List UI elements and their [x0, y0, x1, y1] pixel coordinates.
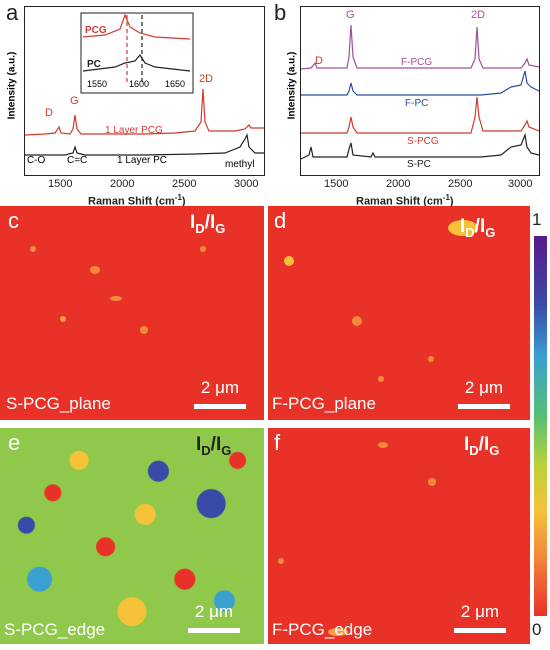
- b-peak-g: G: [346, 9, 355, 21]
- s-pcg-spectrum: [301, 96, 539, 134]
- s-pc-label: S-PC: [407, 159, 431, 170]
- map-d-name: F-PCG_plane: [272, 394, 376, 413]
- map-e-scale-bar: [188, 628, 240, 633]
- b-xlabel: Raman Shift (cm-1): [356, 193, 454, 208]
- f-pc-label: F-PC: [405, 98, 429, 109]
- panel-a-ylabel: Intensity (a.u.): [6, 51, 18, 120]
- a-xtick-4: 3000: [234, 178, 259, 190]
- map-f-scale-label: 2 μm: [460, 602, 500, 621]
- map-d-scale-label: 2 μm: [464, 378, 504, 397]
- a-xtick-2: 2000: [110, 178, 135, 190]
- map-e-title: ID/IG: [196, 434, 232, 458]
- inset-pcg-curve: [82, 13, 191, 40]
- b-xtick-3: 2500: [448, 178, 473, 190]
- s-pc-spectrum: [301, 132, 539, 160]
- cc-label: C=C: [67, 155, 88, 166]
- inset-xtick-3: 1650: [165, 79, 186, 89]
- b-peak-d: D: [315, 55, 323, 67]
- colorbar-min: 0: [532, 620, 542, 639]
- peak-g-label: G: [70, 95, 79, 107]
- map-d-scale-bar: [458, 404, 510, 409]
- f-pcg-label: F-PCG: [401, 57, 433, 68]
- map-f-name: F-PCG_edge: [272, 620, 373, 639]
- b-peak-2d: 2D: [471, 9, 486, 21]
- panel-b-svg: [301, 24, 539, 160]
- map-f-letter: f: [274, 430, 281, 455]
- map-e-name: S-PCG_edge: [4, 620, 106, 639]
- a-xlabel: Raman Shift (cm-1): [88, 193, 186, 208]
- s-pcg-label: S-PCG: [407, 136, 439, 147]
- panel-b-plot: D G 2D F-PCG F-PC S-PCG S-PC: [300, 6, 540, 176]
- panel-a-plot: PCG PC 1550 1600 1650 D G 2D 1 Layer PCG…: [24, 6, 265, 176]
- colorbar: [534, 236, 547, 616]
- map-f-title: ID/IG: [464, 434, 500, 458]
- panel-a-letter: a: [6, 0, 19, 25]
- map-e-letter: e: [8, 430, 21, 455]
- map-c-scale-label: 2 μm: [200, 378, 240, 397]
- map-f-scale-bar: [454, 628, 506, 633]
- pcg-series-label: 1 Layer PCG: [105, 125, 163, 136]
- b-xtick-4: 3000: [508, 178, 533, 190]
- f-pcg-spectrum: [301, 24, 539, 70]
- map-d-letter: d: [274, 208, 287, 233]
- b-xtick-1: 1500: [324, 178, 349, 190]
- pcg-spectrum: [25, 88, 264, 136]
- map-e: e ID/IG S-PCG_edge 2 μm: [0, 428, 264, 644]
- map-e-scale-label: 2 μm: [194, 602, 234, 621]
- inset-box: [80, 12, 194, 94]
- map-c-letter: c: [8, 208, 19, 233]
- map-f: f ID/IG F-PCG_edge 2 μm: [268, 428, 530, 644]
- panel-a-svg: [25, 12, 264, 156]
- map-c: c ID/IG S-PCG_plane 2 μm: [0, 206, 264, 420]
- inset-xtick-2: 1600: [129, 79, 150, 89]
- inset-pc-curve: [82, 53, 191, 72]
- pc-spectrum: [25, 133, 264, 156]
- map-c-title: ID/IG: [190, 212, 226, 236]
- f-pc-spectrum: [301, 70, 539, 96]
- pc-series-label: 1 Layer PC: [117, 155, 168, 166]
- map-d: d ID/IG F-PCG_plane 2 μm: [268, 206, 530, 420]
- peak-d-label: D: [45, 107, 53, 119]
- co-label: C-O: [27, 155, 46, 166]
- map-d-title: ID/IG: [460, 216, 496, 240]
- inset-xtick-1: 1550: [87, 79, 108, 89]
- methyl-label: methyl: [225, 159, 255, 170]
- map-c-scale-bar: [194, 404, 246, 409]
- peak-2d-label: 2D: [199, 73, 214, 85]
- a-xtick-1: 1500: [48, 178, 73, 190]
- inset-pc-label: PC: [87, 59, 101, 70]
- a-xtick-3: 2500: [172, 178, 197, 190]
- inset-pcg-label: PCG: [85, 25, 107, 36]
- panel-b-ylabel: Intensity (a.u.): [286, 51, 298, 120]
- b-xtick-2: 2000: [386, 178, 411, 190]
- map-c-name: S-PCG_plane: [6, 394, 111, 413]
- panel-b-letter: b: [274, 0, 287, 25]
- colorbar-max: 1: [532, 210, 542, 229]
